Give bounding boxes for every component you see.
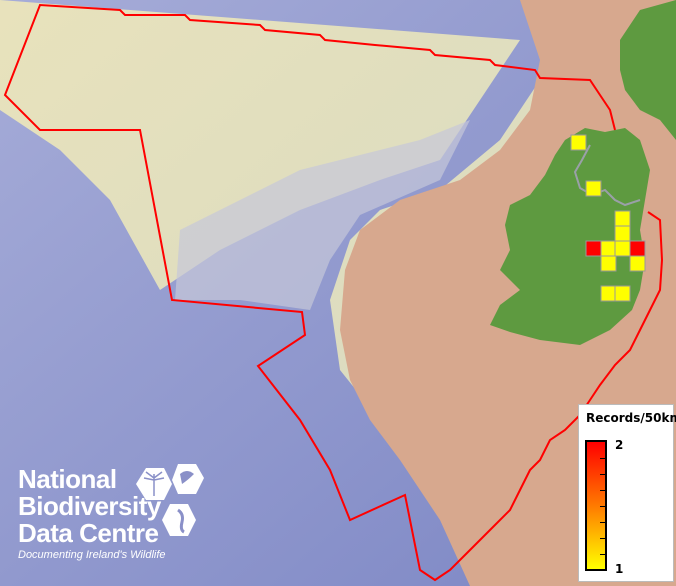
record-square[interactable] [585,180,602,197]
record-square[interactable] [585,240,602,257]
record-square[interactable] [629,240,646,257]
land-scotland [620,0,676,140]
record-square[interactable] [614,240,631,257]
logo-line-2: Biodiversity [18,491,161,521]
record-square[interactable] [614,285,631,302]
hexagon-logo-icon [136,464,204,536]
logo-line-3: Data Centre [18,518,159,548]
nbdc-logo: National Biodiversity Data Centre Docume… [18,464,166,562]
legend-min-label: 1 [615,562,624,576]
record-square[interactable] [600,285,617,302]
color-ramp [585,440,607,571]
eez-boundary [3,3,664,582]
record-square[interactable] [570,134,587,151]
record-square[interactable] [600,255,617,272]
legend-max-label: 2 [615,438,624,452]
mid-shelf [175,120,470,310]
record-square[interactable] [600,240,617,257]
record-square[interactable] [629,255,646,272]
record-square[interactable] [614,225,631,242]
legend-title: Records/50km [586,411,676,425]
legend: Records/50km 2 1 [578,404,676,582]
records-layer [570,134,646,302]
record-square[interactable] [614,210,631,227]
logo-tagline: Documenting Ireland's Wildlife [18,549,166,561]
logo-line-1: National [18,464,117,494]
